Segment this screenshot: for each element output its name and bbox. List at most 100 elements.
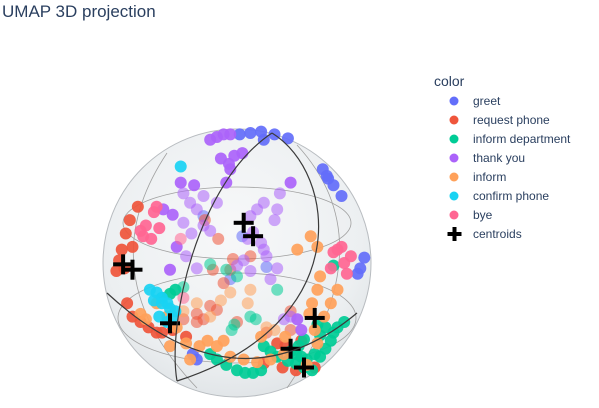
point-thank-you	[174, 176, 187, 189]
point-inform	[180, 337, 193, 350]
legend-marker	[449, 210, 459, 220]
point-inform	[308, 324, 321, 336]
point-greet	[260, 261, 273, 274]
point-bye	[177, 291, 190, 304]
point-request-phone	[131, 200, 144, 213]
scatter-points	[110, 125, 371, 379]
point-greet	[244, 127, 257, 140]
centroid-marker	[113, 254, 134, 275]
point-inform	[277, 348, 290, 361]
legend-item[interactable]: bye	[449, 208, 493, 222]
point-inform-department	[225, 324, 238, 336]
point-inform-department	[220, 263, 233, 276]
centroid-markers	[113, 212, 325, 378]
centroid-marker	[243, 226, 264, 247]
legend[interactable]: color greet request phone inform department…	[434, 73, 571, 241]
point-thank-you	[260, 250, 273, 263]
point-thank-you	[237, 254, 250, 267]
legend-label: inform department	[473, 132, 571, 146]
legend-marker	[449, 134, 459, 144]
point-request-phone	[217, 277, 230, 290]
point-thank-you	[268, 214, 281, 227]
point-inform-department	[249, 313, 262, 326]
point-bye	[174, 232, 187, 245]
point-request-phone	[212, 232, 225, 245]
point-thank-you	[177, 216, 190, 229]
legend-item[interactable]: centroids	[447, 227, 522, 241]
point-bye	[145, 232, 158, 245]
centroid-marker	[122, 259, 143, 280]
point-thank-you	[220, 176, 233, 189]
point-greet	[351, 267, 364, 280]
legend-item[interactable]: thank you	[449, 151, 526, 165]
point-inform	[241, 297, 254, 310]
point-thank-you	[210, 196, 223, 209]
point-bye	[344, 250, 357, 263]
point-inform-department	[298, 333, 310, 346]
sphere-great-circle	[176, 132, 320, 382]
point-inform	[214, 294, 227, 307]
point-thank-you	[188, 179, 201, 192]
point-inform-department	[271, 283, 284, 296]
legend-item[interactable]: greet	[449, 94, 502, 108]
point-bye	[134, 224, 147, 237]
point-thank-you	[273, 187, 286, 200]
legend-label: request phone	[473, 113, 550, 127]
chart-title: UMAP 3D projection	[2, 2, 156, 21]
point-inform	[244, 283, 257, 296]
point-request-phone	[119, 227, 132, 240]
point-inform	[251, 356, 264, 369]
point-inform	[304, 230, 317, 243]
legend-item[interactable]: inform department	[449, 132, 572, 146]
sphere-great-circle	[174, 132, 273, 382]
point-thank-you	[271, 262, 284, 275]
point-inform	[190, 297, 203, 310]
point-inform	[204, 310, 217, 323]
point-greet	[233, 128, 246, 141]
sphere-meridian-line	[132, 152, 198, 389]
legend-item[interactable]: request phone	[449, 113, 551, 127]
point-inform	[237, 353, 250, 366]
point-thank-you	[295, 324, 308, 336]
point-thank-you	[180, 250, 193, 263]
legend-label: centroids	[473, 227, 522, 241]
point-thank-you	[284, 176, 297, 189]
legend-marker	[447, 232, 462, 236]
point-bye	[327, 246, 340, 259]
legend-item[interactable]: inform	[449, 170, 507, 184]
point-inform	[314, 270, 327, 283]
point-thank-you	[197, 190, 210, 202]
legend-item[interactable]: confirm phone	[449, 189, 550, 203]
point-thank-you	[271, 203, 284, 216]
point-thank-you	[190, 262, 203, 275]
point-thank-you	[190, 203, 203, 216]
legend-marker	[449, 115, 459, 125]
point-thank-you	[224, 128, 237, 141]
point-inform	[164, 340, 176, 353]
point-inform-department	[204, 258, 217, 271]
sphere-front-outline	[106, 132, 358, 382]
point-thank-you	[224, 163, 237, 176]
point-thank-you	[166, 208, 179, 221]
point-greet	[358, 251, 371, 264]
point-inform	[306, 297, 319, 310]
point-greet	[335, 190, 348, 202]
point-inform-department	[231, 270, 243, 283]
point-bye	[153, 222, 166, 235]
point-thank-you	[277, 313, 290, 326]
centroid-marker	[280, 338, 301, 359]
centroid-marker	[304, 307, 325, 328]
legend-marker	[449, 172, 459, 182]
point-inform	[331, 283, 344, 296]
point-bye	[150, 200, 163, 213]
point-confirm-phone	[174, 160, 187, 173]
point-thank-you	[164, 263, 176, 276]
point-inform	[184, 353, 197, 366]
legend-marker	[449, 191, 459, 201]
point-thank-you	[236, 147, 249, 160]
point-request-phone	[123, 214, 136, 227]
point-greet	[320, 169, 333, 182]
point-thank-you	[264, 273, 277, 286]
legend-label: bye	[473, 208, 493, 222]
